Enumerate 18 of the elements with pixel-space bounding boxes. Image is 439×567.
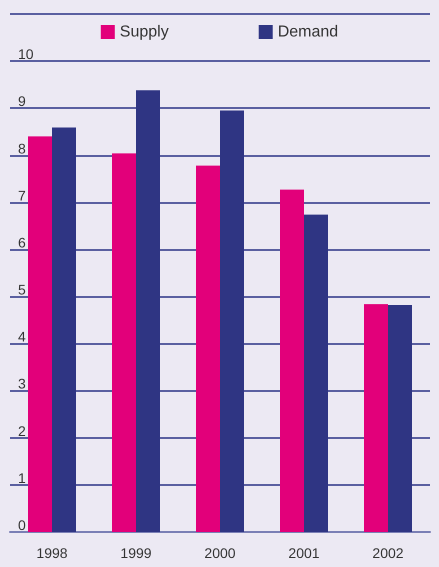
- y-tick-label: 6: [18, 234, 26, 250]
- y-tick-label: 7: [18, 187, 26, 204]
- y-tick-label: 8: [18, 140, 26, 156]
- y-tick-label: 10: [18, 46, 34, 62]
- x-tick-label: 2001: [288, 545, 320, 561]
- x-tick-label: 2000: [204, 545, 236, 561]
- legend-label: Demand: [278, 24, 338, 40]
- y-tick-label: 1: [18, 470, 26, 486]
- x-tick-label: 1998: [36, 545, 68, 561]
- y-tick-label: 0: [18, 517, 26, 533]
- y-tick-label: 5: [18, 282, 26, 298]
- y-tick-label: 9: [18, 93, 26, 110]
- x-tick-label: 1999: [120, 545, 152, 561]
- x-tick-label: 2002: [372, 545, 404, 561]
- legend-label: Supply: [120, 24, 169, 40]
- y-tick-label: 4: [18, 328, 26, 345]
- y-tick-label: 3: [18, 376, 26, 392]
- y-tick-label: 2: [18, 422, 26, 439]
